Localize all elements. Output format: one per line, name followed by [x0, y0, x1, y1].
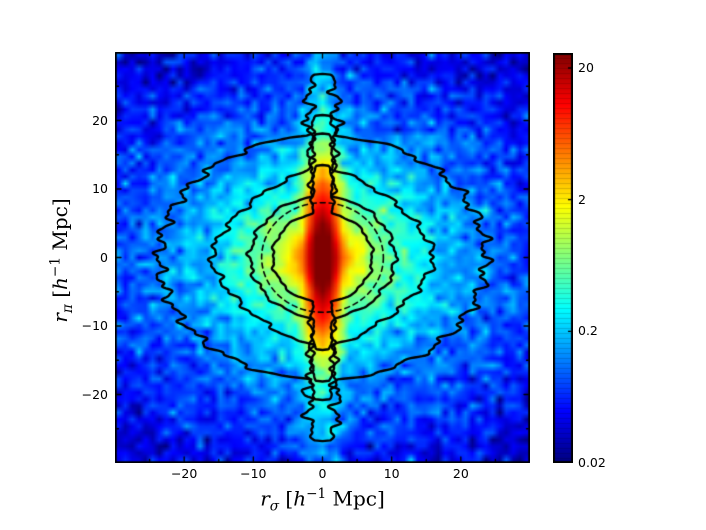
y-label-open-bracket: [ — [48, 289, 73, 305]
y-label-var: r — [48, 313, 73, 323]
colorbar-tick-label-2: 0.2 — [578, 323, 598, 339]
x-label-var: r — [260, 486, 270, 511]
y-tick-label-1: 10 — [92, 180, 108, 196]
colorbar-tick-label-3: 0.02 — [578, 454, 606, 470]
y-label-h: h — [48, 277, 73, 290]
x-label-close-bracket: ] — [376, 486, 385, 511]
y-label-close-bracket: ] — [48, 198, 73, 207]
x-tick-label-3: 10 — [383, 466, 400, 481]
xi-heatmap-plot — [115, 52, 530, 463]
x-label-open-bracket: [ — [279, 486, 294, 511]
x-label-sub: σ — [269, 498, 280, 515]
y-tick-label-3: −10 — [81, 317, 108, 333]
x-tick-label-4: 20 — [452, 466, 469, 481]
x-tick-label-0: −20 — [170, 466, 198, 481]
x-label-exponent: −1 — [306, 486, 327, 502]
x-tick-label-2: 0 — [318, 466, 327, 481]
y-label-unit: Mpc — [48, 206, 73, 258]
y-tick-label-4: −20 — [81, 386, 108, 402]
y-tick-label-2: 0 — [100, 249, 108, 265]
colorbar-tick-label-0: 20 — [578, 59, 594, 75]
colorbar — [553, 53, 573, 463]
y-label-sub: π — [60, 304, 77, 314]
x-label-h: h — [293, 486, 307, 511]
x-tick-label-1: −10 — [240, 466, 267, 481]
y-tick-label-0: 20 — [92, 112, 108, 128]
y-label-exponent: −1 — [47, 257, 64, 278]
y-axis-label: rπ [h−1 Mpc] — [48, 160, 77, 360]
colorbar-tick-label-1: 2 — [578, 191, 586, 207]
x-axis-label: rσ [h−1 Mpc] — [115, 486, 530, 515]
x-label-unit: Mpc — [326, 486, 377, 511]
